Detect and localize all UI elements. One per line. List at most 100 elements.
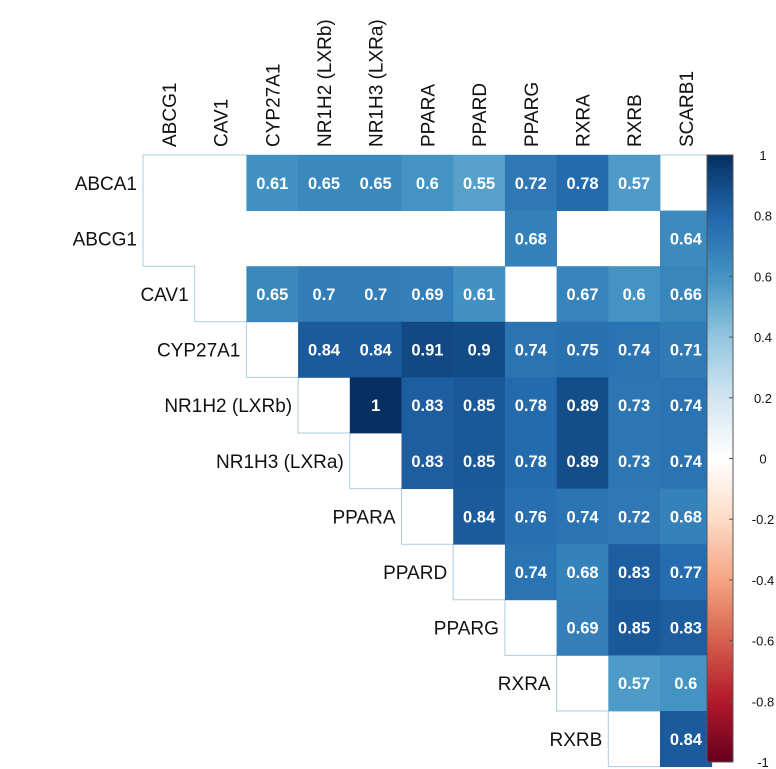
heatmap-cell bbox=[556, 377, 609, 434]
heatmap-cell bbox=[349, 321, 402, 378]
cell-value-label: 0.78 bbox=[515, 453, 547, 471]
heatmap-cell bbox=[504, 321, 557, 378]
heatmap-cells: 0.61 0.65 0.65 0.6 0.55 0.72 0.78 0.570.68 0.640… bbox=[142, 154, 713, 768]
cell-value-label: 0.85 bbox=[618, 620, 650, 638]
cell-value-label: 0.83 bbox=[670, 620, 702, 638]
heatmap-cell bbox=[660, 711, 713, 767]
cell-value-label: 0.84 bbox=[670, 731, 703, 749]
heatmap-cell bbox=[298, 155, 351, 211]
cell-value-label: 0.89 bbox=[566, 397, 598, 415]
cell-value-label: 0.7 bbox=[364, 286, 387, 304]
heatmap-cell bbox=[660, 488, 713, 545]
row-label: ABCA1 bbox=[75, 174, 137, 195]
cell-value-label: 0.78 bbox=[515, 397, 547, 415]
cell-value-label: 0.73 bbox=[618, 397, 650, 415]
cell-value-label: 0.74 bbox=[670, 453, 703, 471]
heatmap-cell bbox=[556, 155, 609, 211]
cell-value-label: 0.57 bbox=[618, 675, 650, 693]
cell-value-label: 0.6 bbox=[623, 286, 646, 304]
heatmap-cell bbox=[556, 488, 609, 545]
cell-value-label: 0.84 bbox=[463, 508, 496, 526]
column-label: ABCG1 bbox=[160, 83, 181, 147]
column-label: NR1H2 (LXRb) bbox=[315, 19, 336, 147]
row-label: PPARD bbox=[383, 563, 447, 584]
cell-value-label: 0.72 bbox=[515, 175, 547, 193]
cell-value-label: 0.69 bbox=[411, 286, 443, 304]
colorbar-tick-label: -1 bbox=[757, 755, 769, 769]
column-label: CYP27A1 bbox=[263, 64, 284, 147]
heatmap-cell bbox=[608, 155, 661, 211]
heatmap-cell bbox=[298, 321, 351, 378]
cell-value-label: 0.78 bbox=[566, 175, 598, 193]
heatmap-cell bbox=[660, 321, 713, 378]
heatmap-cell bbox=[504, 155, 557, 211]
cell-value-label: 0.6 bbox=[416, 175, 439, 193]
colorbar-tick-label: -0.6 bbox=[752, 634, 774, 649]
heatmap-cell bbox=[504, 488, 557, 545]
cell-value-label: 0.6 bbox=[674, 675, 697, 693]
heatmap-cell bbox=[349, 377, 402, 434]
cell-value-label: 0.85 bbox=[463, 453, 495, 471]
cell-value-label: 0.83 bbox=[411, 397, 443, 415]
cell-value-label: 0.55 bbox=[463, 175, 495, 193]
column-label: NR1H3 (LXRa) bbox=[367, 19, 388, 147]
heatmap-cell bbox=[660, 544, 713, 601]
heatmap-cell bbox=[453, 488, 506, 545]
cell-value-label: 0.75 bbox=[566, 342, 598, 360]
row-label: PPARG bbox=[434, 619, 499, 640]
colorbar-tick-label: 1 bbox=[759, 148, 766, 163]
colorbar-tick-label: -0.8 bbox=[752, 694, 774, 709]
colorbar-tick-label: 0.4 bbox=[754, 330, 772, 345]
cell-value-label: 0.73 bbox=[618, 453, 650, 471]
column-labels: ABCG1 CAV1 CYP27A1 NR1H2 (LXRb) NR1H3 (LXRa)… bbox=[160, 19, 698, 147]
colorbar-ticks: 1 0.8 0.6 0.4 0.2 0 -0.2 -0.4 -0.6 -0.8 -1 bbox=[729, 148, 774, 769]
heatmap-cell bbox=[349, 155, 402, 211]
heatmap-cell bbox=[246, 266, 299, 323]
cell-value-label: 0.89 bbox=[566, 453, 598, 471]
colorbar-tick-label: -0.4 bbox=[752, 573, 774, 588]
cell-value-label: 0.71 bbox=[670, 342, 702, 360]
heatmap-cell bbox=[556, 433, 609, 489]
heatmap-cell bbox=[608, 266, 661, 323]
heatmap-cell bbox=[453, 433, 506, 489]
row-labels: ABCA1 ABCG1 CAV1 CYP27A1 NR1H2 (LXRb) NR1H3 (… bbox=[73, 174, 603, 751]
colorbar-tick-label: 0.6 bbox=[754, 269, 772, 284]
column-label: PPARA bbox=[418, 84, 439, 147]
cell-value-label: 0.7 bbox=[313, 286, 336, 304]
cell-value-label: 0.68 bbox=[515, 230, 547, 248]
cell-value-label: 0.68 bbox=[566, 564, 598, 582]
heatmap-cell bbox=[556, 266, 609, 323]
cell-value-label: 0.9 bbox=[468, 342, 491, 360]
heatmap-cell bbox=[660, 210, 713, 267]
cell-value-label: 0.66 bbox=[670, 286, 702, 304]
row-label: PPARA bbox=[332, 507, 395, 528]
cell-value-label: 0.65 bbox=[256, 286, 288, 304]
cell-value-label: 0.61 bbox=[256, 175, 288, 193]
heatmap-cell bbox=[453, 155, 506, 211]
color-scale-legend: 1 0.8 0.6 0.4 0.2 0 -0.2 -0.4 -0.6 -0.8 -1 bbox=[706, 148, 774, 769]
column-label: RXRB bbox=[625, 94, 646, 147]
colorbar-tick-label: 0 bbox=[759, 452, 766, 467]
cell-value-label: 0.84 bbox=[308, 342, 341, 360]
cell-value-label: 0.65 bbox=[308, 175, 340, 193]
column-label: PPARD bbox=[470, 83, 491, 147]
cell-value-label: 0.74 bbox=[566, 508, 599, 526]
cell-value-label: 0.83 bbox=[411, 453, 443, 471]
cell-value-label: 0.74 bbox=[515, 342, 548, 360]
heatmap-cell bbox=[660, 266, 713, 323]
row-label: CYP27A1 bbox=[157, 341, 240, 362]
heatmap-cell bbox=[401, 377, 454, 434]
colorbar-tick-label: -0.2 bbox=[752, 512, 774, 527]
heatmap-cell bbox=[556, 321, 609, 378]
heatmap-cell bbox=[608, 544, 661, 601]
heatmap-cell bbox=[556, 599, 609, 656]
column-label: RXRA bbox=[574, 94, 595, 147]
heatmap-cell bbox=[608, 655, 661, 712]
cell-value-label: 1 bbox=[371, 397, 380, 415]
colorbar-tick-label: 0.8 bbox=[754, 209, 772, 224]
heatmap-cell bbox=[246, 155, 299, 211]
cell-value-label: 0.83 bbox=[618, 564, 650, 582]
colorbar-tick-label: 0.2 bbox=[754, 391, 772, 406]
column-label: CAV1 bbox=[212, 99, 233, 147]
